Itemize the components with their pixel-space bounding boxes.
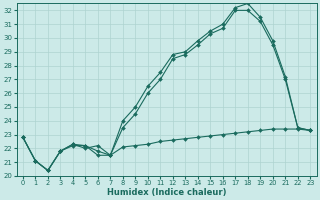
X-axis label: Humidex (Indice chaleur): Humidex (Indice chaleur) <box>107 188 226 197</box>
